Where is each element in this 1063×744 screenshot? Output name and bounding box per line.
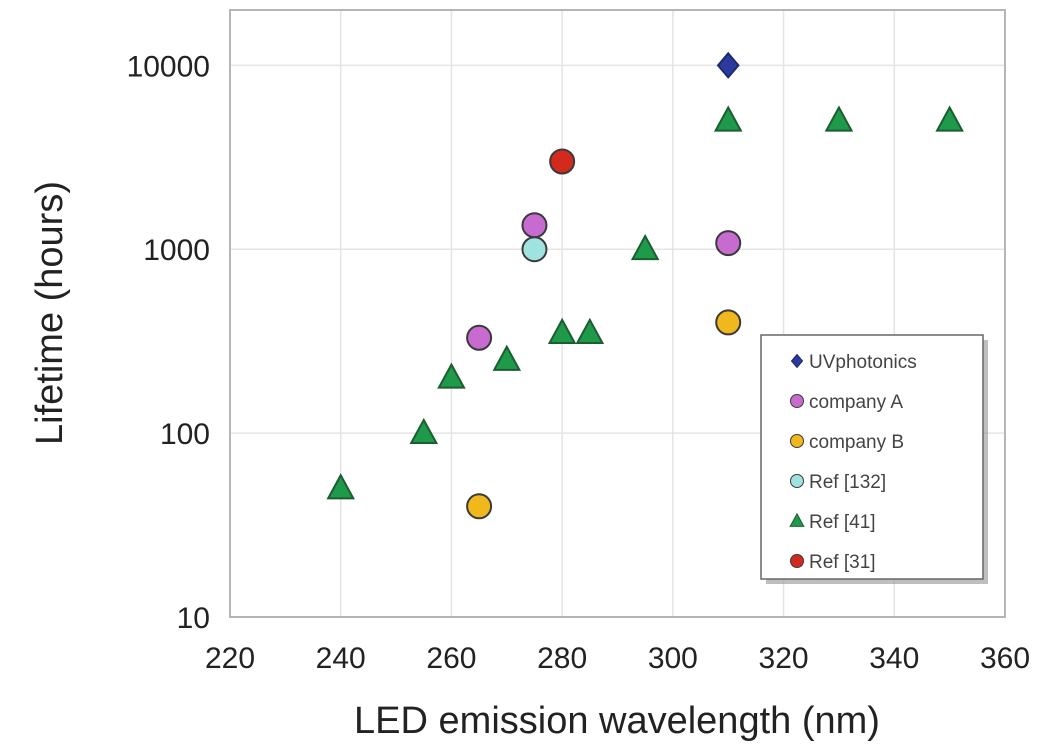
legend-marker	[790, 434, 804, 448]
circle-point	[466, 324, 493, 351]
legend-box	[760, 334, 984, 580]
legend-label: company B	[809, 432, 904, 453]
legend-label: UVphotonics	[809, 352, 917, 373]
x-tick-label: 340	[869, 642, 919, 675]
legend-label: Ref [31]	[809, 552, 876, 573]
diamond-point	[716, 51, 740, 79]
legend-marker	[790, 394, 804, 408]
x-tick-label: 240	[316, 642, 366, 675]
x-tick-label: 220	[205, 642, 255, 675]
legend-label: company A	[809, 392, 903, 413]
x-tick-label: 300	[648, 642, 698, 675]
legend-marker	[790, 353, 804, 369]
triangle-point	[409, 417, 439, 445]
y-tick-label: 10000	[127, 50, 210, 83]
circle-point	[466, 493, 493, 520]
y-tick-label: 1000	[143, 234, 210, 267]
y-tick-label: 10	[177, 602, 210, 635]
y-tick-label: 100	[160, 418, 210, 451]
x-axis-title: LED emission wavelength (nm)	[354, 700, 880, 742]
y-axis-ticks: 10 100 1000 10000	[127, 50, 210, 635]
circle-point	[521, 236, 548, 263]
circle-point	[521, 212, 548, 239]
triangle-point	[492, 344, 522, 371]
triangle-point	[713, 105, 743, 132]
y-axis-title: Lifetime (hours)	[29, 181, 71, 445]
triangle-point	[326, 473, 355, 500]
triangle-point	[824, 105, 854, 132]
x-tick-label: 260	[426, 642, 476, 675]
legend-label: Ref [41]	[809, 512, 876, 533]
x-axis-ticks: 220 240 260 280 300 320 340 360	[205, 642, 1030, 675]
data-points	[326, 51, 964, 520]
plot-frame	[229, 9, 1006, 618]
circle-point	[715, 230, 742, 257]
circle-point	[549, 148, 576, 175]
legend-marker	[789, 512, 805, 527]
x-tick-label: 320	[759, 642, 809, 675]
legend-marker	[790, 554, 804, 568]
legend-label: Ref [132]	[809, 472, 886, 493]
triangle-point	[630, 233, 660, 261]
x-tick-label: 280	[537, 642, 587, 675]
triangle-point	[935, 105, 964, 132]
triangle-point	[547, 317, 577, 344]
circle-point	[715, 309, 742, 336]
triangle-point	[575, 317, 605, 344]
x-tick-label: 360	[980, 642, 1030, 675]
triangle-point	[437, 362, 466, 389]
legend-marker	[790, 474, 804, 488]
legend: UVphotonics company A company B Ref [132] Re…	[760, 334, 988, 584]
